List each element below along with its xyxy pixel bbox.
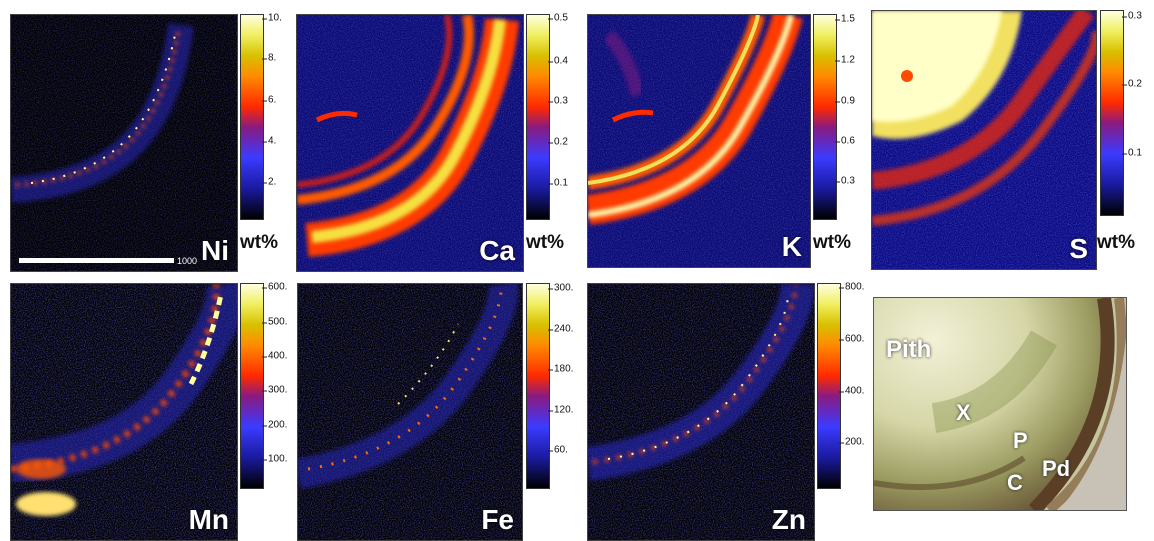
scale-bar [19,258,174,263]
tick-label: 8. [261,52,277,64]
stem-cross-section-photo: Pith X P C Pd [873,297,1127,511]
s-map-image [872,11,1096,269]
tick-label: 180. [547,363,574,375]
tick-label: 500. [261,316,288,328]
ni-map-image [11,15,237,271]
element-label: Ca [479,235,515,266]
mn-map-image [11,284,237,540]
element-label: S [1069,233,1088,264]
tick-label: 200. [838,436,865,448]
tick-label: 0.4 [548,55,568,67]
label-c: C [1007,470,1023,495]
tick-label: 0.1 [548,177,568,189]
tick-label: 60. [548,444,568,456]
label-p: P [1013,428,1028,453]
tick-label: 2. [261,176,277,188]
map-panel-ni: Ni 1000 [10,14,238,272]
tick-label: 800. [838,281,865,293]
tick-label: 0.5 [548,12,568,24]
tick-label: 10. [262,12,282,24]
tick-label: 600. [261,281,288,293]
tick-label: 400. [838,385,865,397]
element-label: Zn [771,504,806,535]
tick-label: 400. [261,350,288,362]
tick-label: 200. [261,419,288,431]
map-panel-ca: Ca [296,14,524,272]
tick-label: 300. [547,282,574,294]
tick-label: 0.3 [548,95,568,107]
label-pith: Pith [886,336,932,363]
tick-label: 4. [261,135,277,147]
unit-label-s: wt% [1097,232,1135,253]
ca-map-image [297,15,523,271]
tick-label: 0.3 [835,175,855,187]
tick-label: 100. [261,453,288,465]
colorbar-s [1100,10,1124,216]
map-panel-fe: Fe [297,283,523,541]
element-label: K [781,231,802,262]
tick-label: 600. [838,333,865,345]
unit-label-ca: wt% [526,232,564,253]
element-label: Ni [201,235,229,266]
map-panel-mn: Mn [10,283,238,541]
tick-label: 0.6 [835,135,855,147]
map-panel-k: K [587,14,811,268]
colorbar-mn [240,283,264,489]
tick-label: 240. [547,323,574,335]
label-x: X [956,400,971,425]
colorbar-ca [526,14,550,220]
element-label: Fe [481,504,514,535]
tick-label: 6. [261,94,277,106]
unit-label-ni: wt% [240,232,278,253]
k-map-image [588,15,810,267]
map-panel-s: S [871,10,1097,270]
photo-image [874,298,1126,510]
tick-label: 120. [547,404,574,416]
scale-bar-label: 1000 [177,256,198,266]
fe-map-image [298,284,522,540]
element-label: Mn [188,504,229,535]
tick-label: 1.5 [835,13,855,25]
colorbar-k [813,14,837,220]
tick-label: 1.2 [835,54,855,66]
colorbar-fe [526,283,550,489]
map-panel-zn: Zn [587,283,815,541]
unit-label-k: wt% [813,232,851,253]
colorbar-zn [817,283,841,489]
colorbar-ni [240,14,264,220]
tick-label: 0.2 [1122,78,1142,90]
tick-label: 0.3 [1122,10,1142,22]
zn-map-image [588,284,814,540]
tick-label: 0.1 [1122,147,1142,159]
tick-label: 300. [261,384,288,396]
label-pd: Pd [1042,456,1071,481]
tick-label: 0.2 [548,136,568,148]
tick-label: 0.9 [835,95,855,107]
